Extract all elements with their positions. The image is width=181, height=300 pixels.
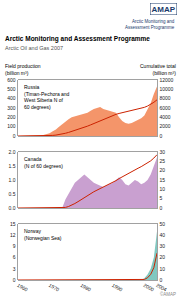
svg-text:1990: 1990 bbox=[111, 282, 124, 293]
svg-text:15: 15 bbox=[160, 177, 166, 183]
svg-text:1.5: 1.5 bbox=[9, 163, 16, 169]
svg-text:0: 0 bbox=[160, 205, 163, 211]
svg-text:40: 40 bbox=[160, 232, 166, 238]
svg-text:12000: 12000 bbox=[160, 77, 174, 83]
svg-text:1970: 1970 bbox=[48, 282, 61, 293]
svg-text:10000: 10000 bbox=[160, 86, 174, 92]
svg-text:2000: 2000 bbox=[160, 123, 171, 129]
svg-text:500: 500 bbox=[7, 86, 16, 92]
svg-text:2.0: 2.0 bbox=[9, 149, 16, 155]
svg-text:0.0: 0.0 bbox=[9, 205, 16, 211]
svg-text:25: 25 bbox=[160, 158, 166, 164]
svg-text:Cumulative total(billion m³): Cumulative total(billion m³) bbox=[140, 63, 176, 76]
svg-text:Arctic Monitoring and Assessme: Arctic Monitoring and Assessment Program… bbox=[5, 35, 150, 43]
svg-text:Arctic Oil and Gas 2007: Arctic Oil and Gas 2007 bbox=[5, 45, 63, 51]
svg-text:200: 200 bbox=[7, 114, 16, 120]
svg-text:100: 100 bbox=[7, 123, 16, 129]
svg-text:20: 20 bbox=[160, 254, 166, 260]
svg-text:2000: 2000 bbox=[143, 282, 156, 293]
svg-text:Russia(Timan-Pechora andWest S: Russia(Timan-Pechora andWest Siberia N o… bbox=[24, 84, 70, 110]
svg-text:1980: 1980 bbox=[79, 282, 92, 293]
svg-text:0: 0 bbox=[160, 133, 163, 139]
svg-text:9: 9 bbox=[13, 243, 16, 249]
svg-text:0.5: 0.5 bbox=[9, 191, 16, 197]
svg-text:Norway(Norwegian Sea): Norway(Norwegian Sea) bbox=[24, 228, 62, 241]
svg-text:6000: 6000 bbox=[160, 105, 171, 111]
svg-text:5: 5 bbox=[160, 195, 163, 201]
svg-text:1.0: 1.0 bbox=[9, 177, 16, 183]
svg-text:300: 300 bbox=[7, 105, 16, 111]
svg-text:4000: 4000 bbox=[160, 114, 171, 120]
svg-text:0: 0 bbox=[160, 277, 163, 283]
svg-text:10: 10 bbox=[160, 266, 166, 272]
svg-text:12: 12 bbox=[10, 232, 16, 238]
svg-text:50: 50 bbox=[160, 221, 166, 227]
svg-text:0: 0 bbox=[13, 133, 16, 139]
svg-text:20: 20 bbox=[160, 167, 166, 173]
svg-text:3: 3 bbox=[13, 266, 16, 272]
svg-text:30: 30 bbox=[160, 149, 166, 155]
svg-text:6: 6 bbox=[13, 254, 16, 260]
svg-text:0: 0 bbox=[13, 277, 16, 283]
svg-text:Field production(billion m³): Field production(billion m³) bbox=[5, 63, 41, 76]
svg-text:600: 600 bbox=[7, 77, 16, 83]
svg-text:©AMAP: ©AMAP bbox=[160, 291, 176, 297]
svg-text:Arctic Monitoring andAssessmen: Arctic Monitoring andAssessment Programm… bbox=[125, 19, 175, 30]
svg-text:AMAP: AMAP bbox=[152, 5, 176, 14]
svg-text:15: 15 bbox=[10, 221, 16, 227]
svg-text:2004: 2004 bbox=[155, 282, 168, 293]
svg-text:400: 400 bbox=[7, 95, 16, 101]
svg-text:8000: 8000 bbox=[160, 95, 171, 101]
svg-text:10: 10 bbox=[160, 186, 166, 192]
svg-text:Canada(N of 60 degrees): Canada(N of 60 degrees) bbox=[24, 156, 63, 169]
svg-text:1960: 1960 bbox=[16, 282, 29, 293]
svg-text:30: 30 bbox=[160, 243, 166, 249]
